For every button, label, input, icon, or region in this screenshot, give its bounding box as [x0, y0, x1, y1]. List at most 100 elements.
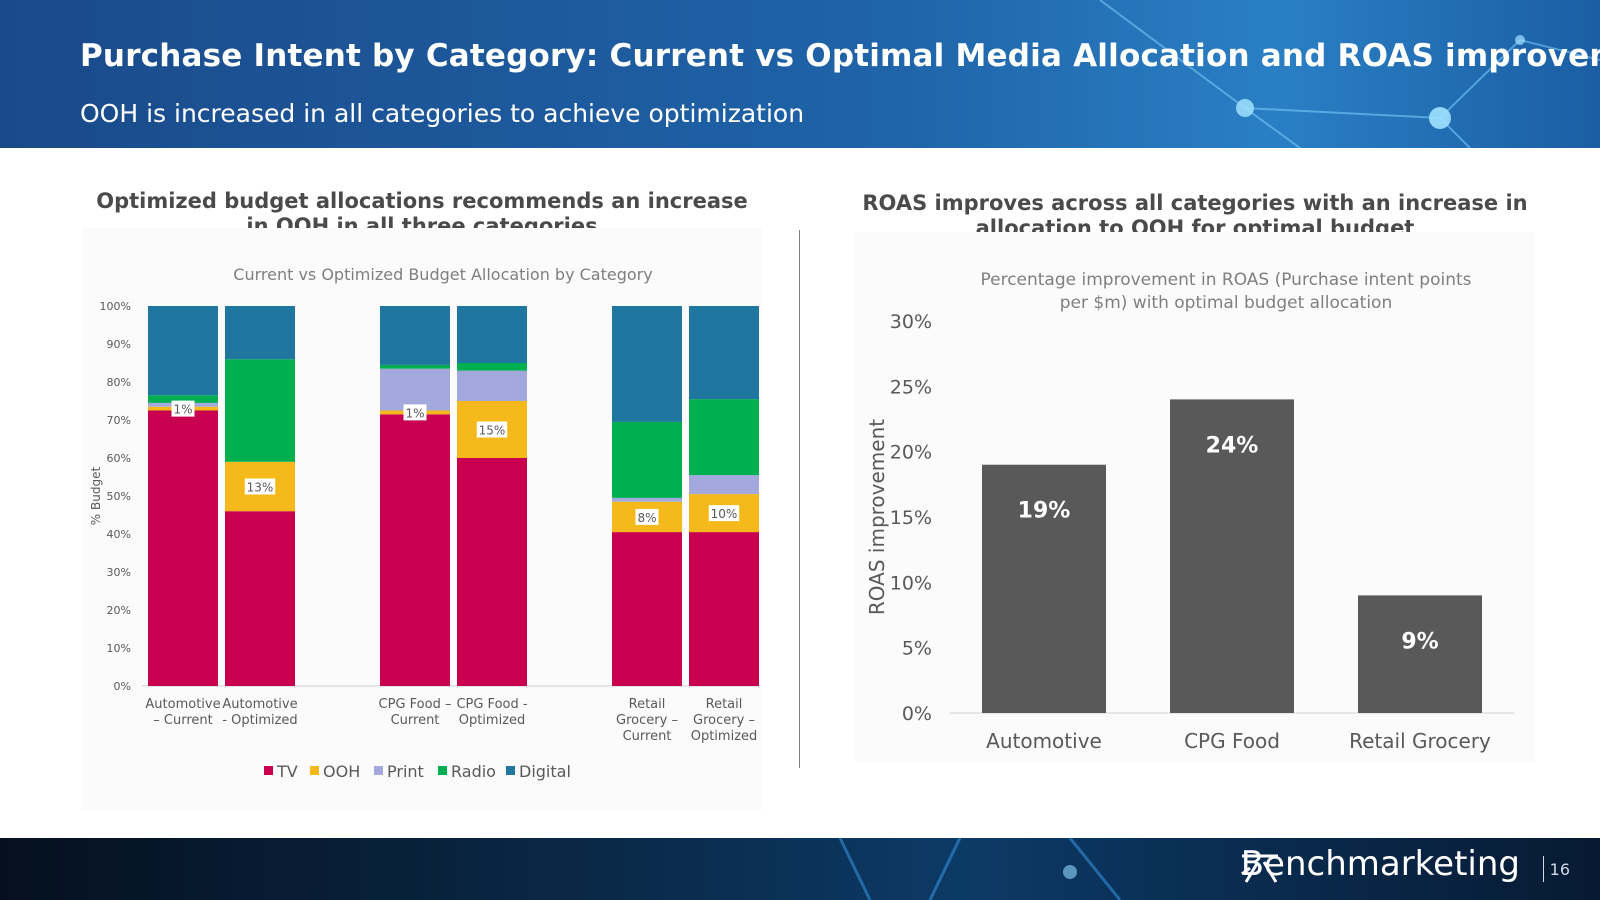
ooh-data-label: 1%	[405, 406, 424, 420]
bar-segment-digital	[689, 306, 759, 400]
budget-category-label: Grocery –	[616, 713, 678, 728]
ooh-label-background	[171, 400, 195, 417]
legend-swatch-digital	[506, 766, 515, 775]
roas-bar	[982, 464, 1106, 713]
budget-category-label: CPG Food -	[456, 697, 527, 712]
budget-category-label: - Optimized	[222, 713, 297, 728]
bar-segment-digital	[148, 306, 218, 396]
ooh-label-background	[708, 505, 740, 522]
budget-category-label: Retail	[706, 697, 743, 712]
bar-segment-tv	[225, 511, 295, 686]
budget-y-tick-label: 50%	[107, 490, 131, 503]
bar-segment-tv	[612, 532, 682, 686]
roas-y-tick-label: 20%	[890, 442, 932, 464]
budget-y-tick-label: 10%	[107, 642, 131, 655]
budget-chart-title: Current vs Optimized Budget Allocation b…	[233, 265, 652, 284]
budget-category-label: – Current	[153, 713, 212, 728]
budget-category-label: Optimized	[691, 729, 758, 744]
roas-data-label: 9%	[1401, 629, 1438, 654]
budget-category-label: Current	[623, 729, 672, 744]
bar-segment-print	[457, 370, 527, 401]
panel-divider	[799, 230, 800, 768]
legend-label-tv: TV	[276, 762, 298, 781]
slide-subtitle: OOH is increased in all categories to ac…	[80, 99, 805, 128]
bar-segment-tv	[689, 532, 759, 686]
budget-y-tick-label: 100%	[100, 300, 131, 313]
ooh-label-background	[476, 421, 508, 438]
bar-segment-print	[380, 368, 450, 411]
roas-y-tick-label: 15%	[890, 507, 932, 529]
header-banner: Purchase Intent by Category: Current vs …	[0, 0, 1600, 148]
bar-segment-tv	[457, 458, 527, 686]
bar-segment-tv	[380, 414, 450, 686]
roas-category-label: Automotive	[986, 729, 1102, 753]
bar-segment-digital	[380, 306, 450, 365]
bar-segment-radio	[148, 395, 218, 403]
bar-segment-radio	[380, 364, 450, 369]
legend-swatch-print	[374, 766, 383, 775]
roas-bar	[1170, 399, 1294, 713]
charts-layer: Current vs Optimized Budget Allocation b…	[89, 265, 1514, 781]
roas-category-label: CPG Food	[1184, 729, 1280, 753]
legend-label-radio: Radio	[451, 762, 496, 781]
budget-category-label: Optimized	[459, 713, 526, 728]
roas-y-tick-label: 5%	[902, 638, 932, 660]
budget-y-axis-label: % Budget	[89, 467, 103, 526]
budget-y-tick-label: 90%	[107, 338, 131, 351]
slide-title: Purchase Intent by Category: Current vs …	[80, 38, 1600, 74]
right-panel-heading: ROAS improves across all categories with…	[855, 191, 1535, 241]
budget-category-label: Grocery –	[693, 713, 755, 728]
left-heading-line-1: Optimized budget allocations recommends …	[96, 189, 748, 213]
legend-swatch-radio	[438, 766, 447, 775]
bar-segment-print	[689, 475, 759, 495]
roas-chart-title-line-1: Percentage improvement in ROAS (Purchase…	[980, 270, 1471, 290]
bar-segment-print	[612, 497, 682, 502]
network-decoration	[1099, 0, 1600, 148]
ooh-label-background	[635, 508, 659, 525]
bar-segment-radio	[689, 399, 759, 476]
budget-category-label: Current	[391, 713, 440, 728]
benchmarketing-logo-icon	[1241, 854, 1278, 883]
footer-bar: Benchmarketing 16	[0, 838, 1600, 900]
roas-y-axis-label: ROAS improvement	[865, 419, 889, 615]
legend-swatch-ooh	[310, 766, 319, 775]
roas-y-tick-label: 10%	[890, 572, 932, 594]
bar-segment-tv	[148, 410, 218, 686]
roas-category-label: Retail Grocery	[1349, 729, 1491, 753]
roas-data-label: 24%	[1206, 433, 1259, 458]
budget-y-tick-label: 80%	[107, 376, 131, 389]
legend-swatch-tv	[264, 766, 273, 775]
budget-y-tick-label: 40%	[107, 528, 131, 541]
budget-y-tick-label: 60%	[107, 452, 131, 465]
ooh-label-background	[244, 478, 276, 495]
legend-label-print: Print	[387, 762, 424, 781]
roas-bar	[1358, 595, 1482, 713]
bar-segment-radio	[612, 421, 682, 498]
bar-segment-digital	[457, 306, 527, 363]
brand-name: Benchmarketing	[1240, 844, 1520, 884]
legend-label-digital: Digital	[519, 762, 571, 781]
bar-segment-digital	[225, 306, 295, 360]
page-number-separator	[1543, 856, 1544, 882]
budget-category-label: Retail	[629, 697, 666, 712]
ooh-data-label: 8%	[637, 511, 656, 525]
ooh-data-label: 15%	[479, 424, 506, 438]
footer-light-decoration	[838, 838, 1122, 900]
budget-y-tick-label: 20%	[107, 604, 131, 617]
roas-y-tick-label: 25%	[890, 376, 932, 398]
roas-data-label: 19%	[1018, 499, 1071, 524]
legend-label-ooh: OOH	[323, 762, 360, 781]
bar-segment-radio	[225, 359, 295, 462]
budget-category-label: Automotive	[222, 697, 297, 712]
budget-category-label: CPG Food –	[379, 697, 452, 712]
ooh-data-label: 1%	[173, 403, 192, 417]
budget-y-tick-label: 30%	[107, 566, 131, 579]
ooh-label-background	[403, 404, 427, 421]
bar-segment-digital	[612, 306, 682, 422]
roas-y-tick-label: 30%	[890, 311, 932, 333]
page-number: 16	[1549, 860, 1570, 879]
budget-y-tick-label: 70%	[107, 414, 131, 427]
ooh-data-label: 10%	[711, 507, 738, 521]
right-heading-line-1: ROAS improves across all categories with…	[862, 191, 1528, 215]
budget-category-label: Automotive	[145, 697, 220, 712]
